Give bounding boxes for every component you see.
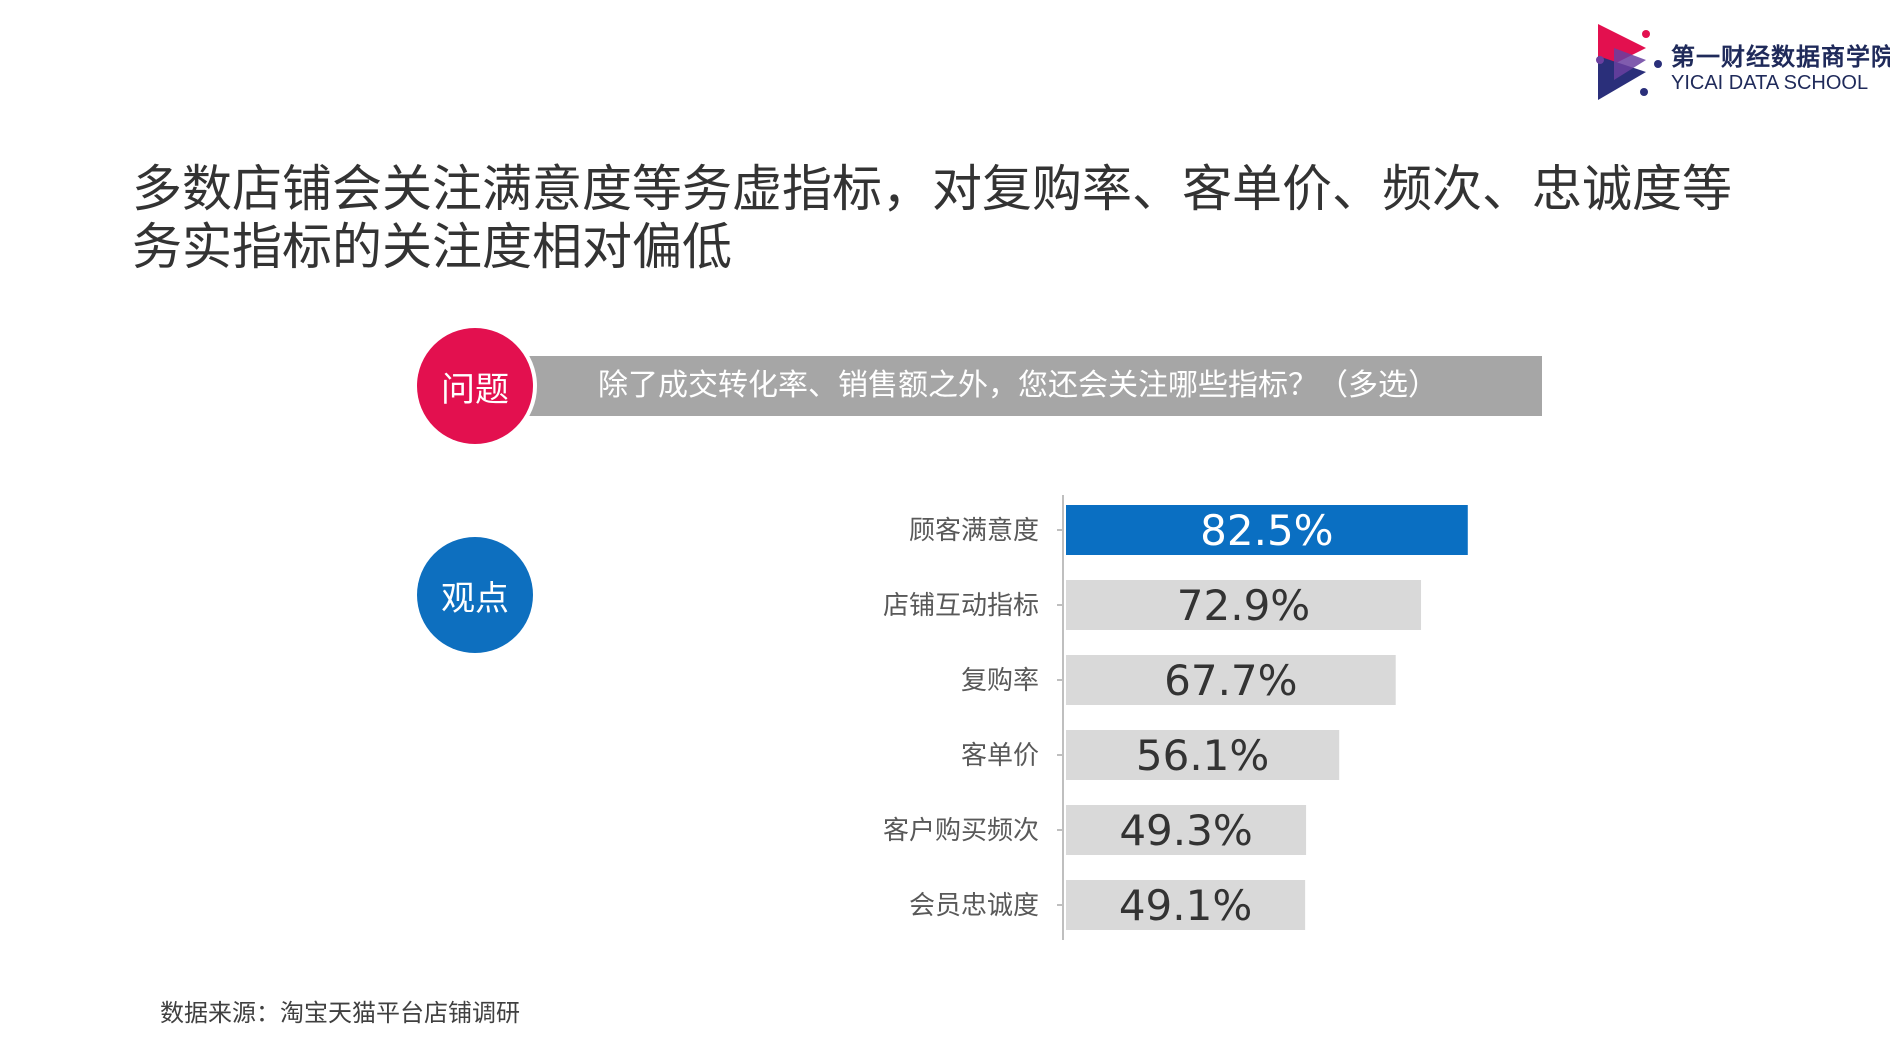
question-bar: 除了成交转化率、销售额之外，您还会关注哪些指标？（多选）	[520, 356, 1542, 416]
category-label: 会员忠诚度	[909, 891, 1039, 921]
category-label: 顾客满意度	[909, 516, 1039, 546]
viewpoint-badge: 观点	[417, 537, 533, 653]
logo-mark-icon	[1596, 24, 1662, 100]
value-label: 72.9%	[1177, 581, 1310, 630]
category-label: 客户购买频次	[883, 816, 1039, 846]
viewpoint-badge-label: 观点	[441, 578, 509, 619]
value-label: 49.3%	[1119, 806, 1252, 855]
value-label: 82.5%	[1200, 506, 1333, 555]
bar-6	[1066, 880, 1306, 930]
page-title-line-1: 多数店铺会关注满意度等务虚指标，对复购率、客单价、频次、忠诚度等	[132, 160, 1732, 218]
question-badge: 问题	[417, 328, 533, 444]
logo-name-cn: 第一财经数据商学院	[1671, 43, 1890, 71]
logo-name-en: YICAI DATA SCHOOL	[1671, 72, 1869, 94]
page-title-line-2: 务实指标的关注度相对偏低	[132, 218, 732, 276]
question-badge-label: 问题	[441, 369, 509, 410]
bar-2	[1066, 580, 1422, 630]
value-label: 67.7%	[1164, 656, 1297, 705]
logo: 第一财经数据商学院 YICAI DATA SCHOOL	[1594, 20, 1890, 104]
page-title: 多数店铺会关注满意度等务虚指标，对复购率、客单价、频次、忠诚度等 务实指标的关注…	[132, 160, 1772, 276]
value-label: 56.1%	[1136, 731, 1269, 780]
value-label: 49.1%	[1119, 881, 1252, 930]
question-text: 除了成交转化率、销售额之外，您还会关注哪些指标？（多选）	[598, 368, 1438, 403]
bar-3	[1066, 655, 1396, 705]
bar-4	[1066, 730, 1340, 780]
category-label: 店铺互动指标	[883, 591, 1039, 621]
category-label: 客单价	[961, 741, 1039, 771]
bar-5	[1066, 805, 1307, 855]
bar-1	[1066, 505, 1468, 555]
data-source-note: 数据来源：淘宝天猫平台店铺调研	[160, 999, 520, 1027]
category-label: 复购率	[961, 666, 1039, 696]
